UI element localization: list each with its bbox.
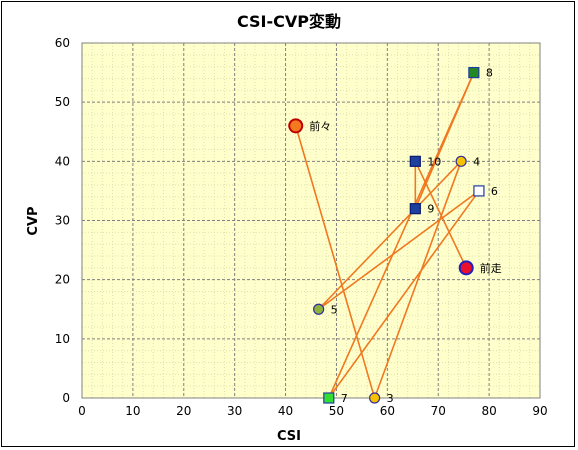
point-label: 9 [427,203,434,216]
data-point [458,260,474,276]
data-point [313,303,325,315]
path-lines [294,72,480,399]
data-point [473,185,485,197]
data-point [369,392,381,404]
point-label: 前々 [309,119,331,133]
y-tick-label: 30 [55,214,70,228]
data-point [409,155,421,167]
point-label: 5 [331,303,338,316]
path-segment [414,160,467,269]
x-tick-label: 50 [329,404,344,418]
data-markers [288,66,485,404]
path-segment [414,72,475,209]
x-tick-label: 80 [481,404,496,418]
data-point [323,392,335,404]
x-tick-label: 0 [78,404,86,418]
path-segment [328,190,480,399]
y-axis-ticks: 0 10 20 30 40 50 60 [55,36,70,405]
point-label: 6 [491,185,498,198]
x-axis-ticks: 0 10 20 30 40 50 60 70 80 90 [78,404,547,418]
x-tick-label: 20 [176,404,191,418]
x-tick-label: 30 [227,404,242,418]
x-tick-label: 40 [278,404,293,418]
point-label: 7 [341,392,348,405]
data-point [409,203,421,215]
point-label: 3 [387,392,394,405]
x-tick-label: 70 [431,404,446,418]
x-axis-label: CSI [277,429,301,444]
data-point [288,118,304,134]
y-tick-label: 50 [55,95,70,109]
point-label: 4 [473,155,480,168]
y-tick-label: 10 [55,332,70,346]
point-label: 前走 [480,261,502,275]
x-tick-label: 10 [125,404,140,418]
y-axis-label: CVP [26,206,41,235]
point-label: 8 [486,67,493,80]
data-point [455,155,467,167]
y-tick-label: 60 [55,36,70,50]
y-tick-label: 20 [55,273,70,287]
path-segment [373,161,462,399]
y-tick-label: 40 [55,154,70,168]
plot-area [82,43,540,398]
data-point [468,66,480,79]
chart-title: CSI-CVP変動 [237,12,341,31]
path-segment [318,190,480,310]
x-tick-label: 90 [532,404,547,418]
plot-border [81,42,541,399]
path-segment [318,160,462,310]
point-labels: 前々 3 4 5 6 7 8 9 10 前走 [309,67,501,405]
x-tick-label: 60 [380,404,395,418]
y-tick-label: 0 [62,391,70,405]
point-label: 10 [427,155,441,168]
